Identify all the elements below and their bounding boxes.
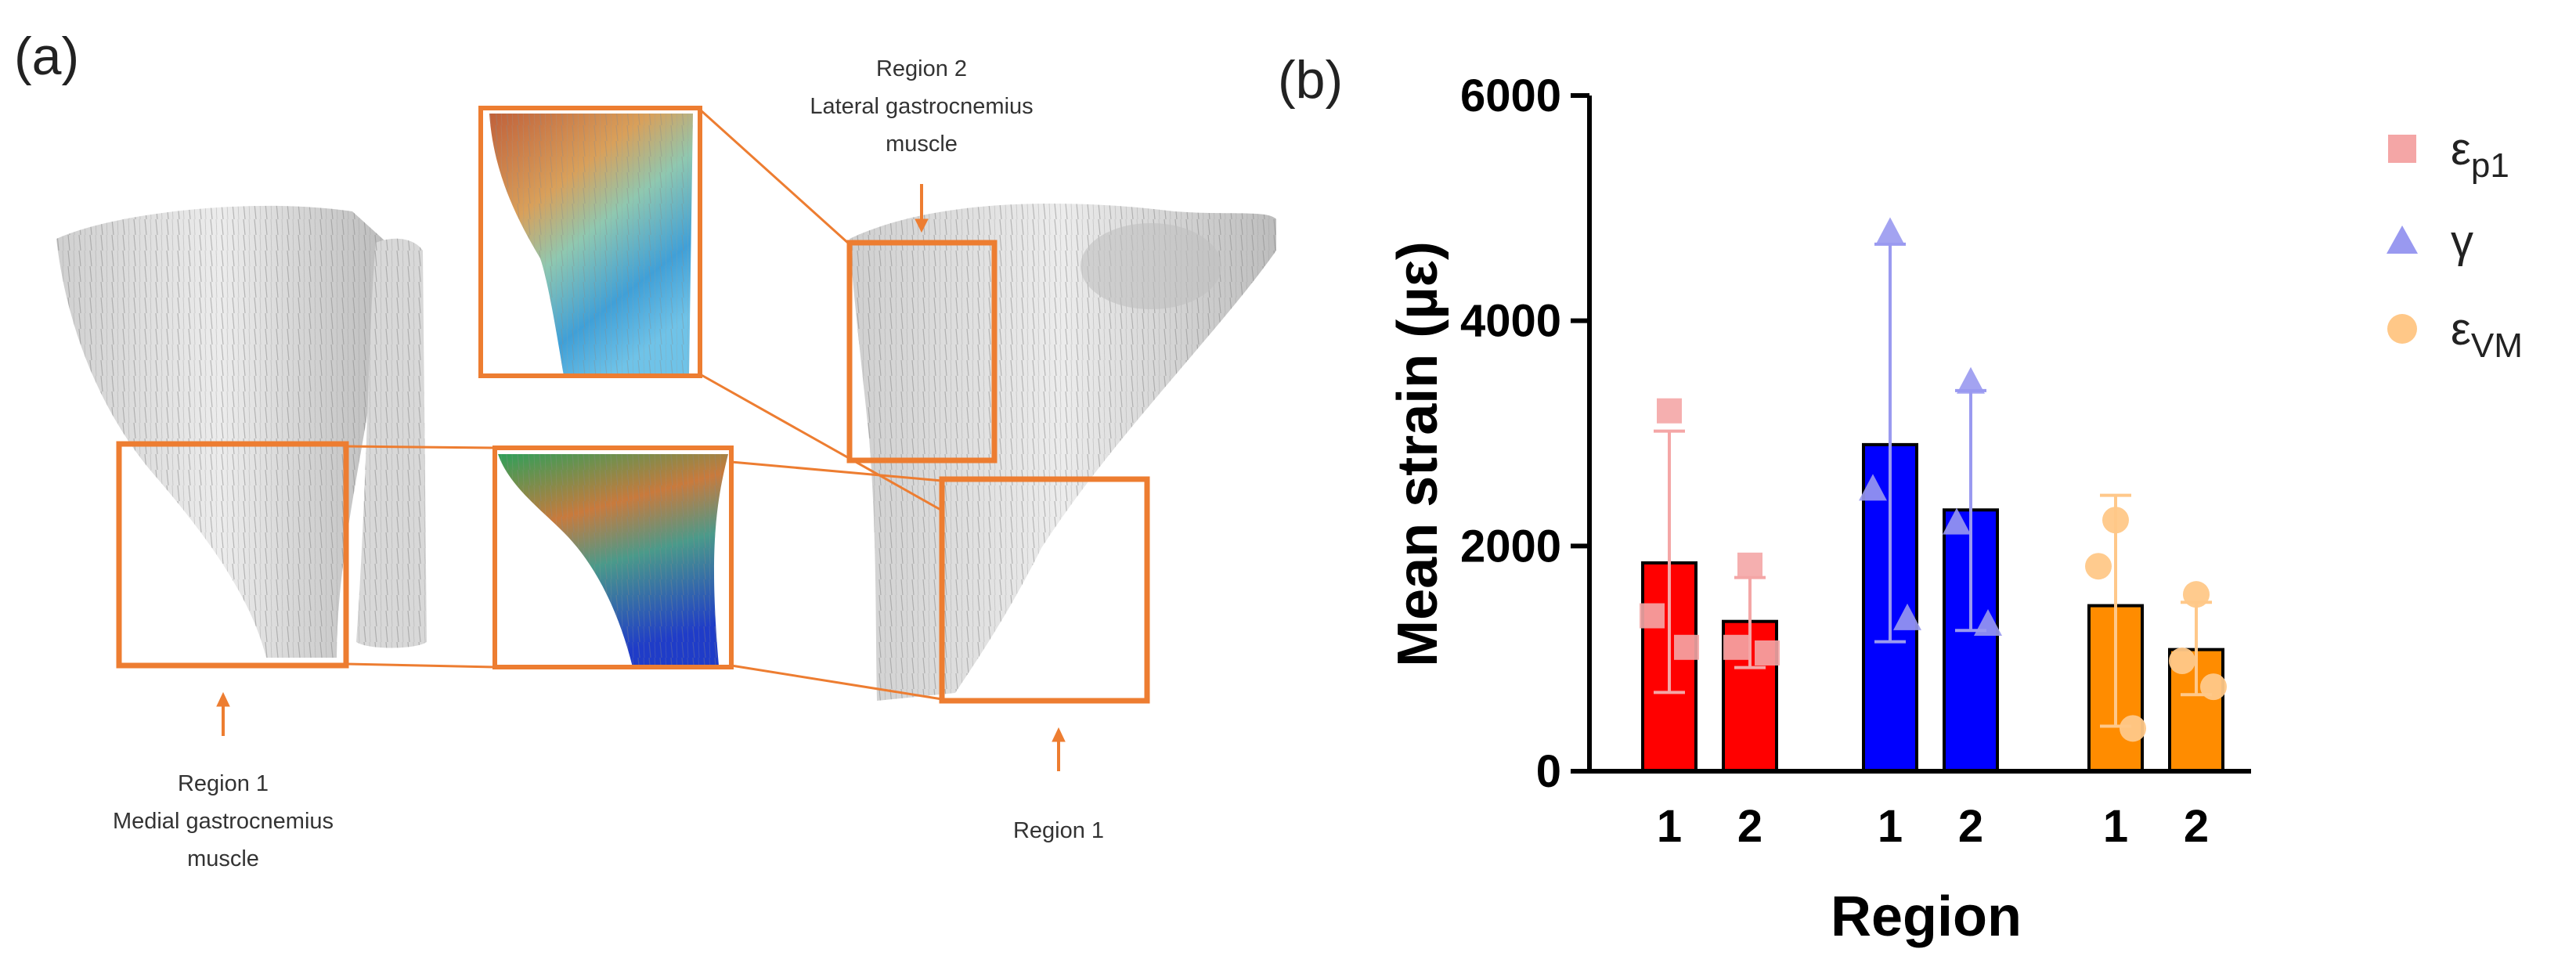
region-arrows [216, 184, 1066, 771]
connector [731, 460, 943, 482]
left-muscle-render [56, 205, 427, 658]
region-labels: Region 2 Lateral gastrocnemius muscle Re… [113, 56, 1104, 871]
box-inset-middle [492, 446, 734, 669]
connector [698, 108, 851, 246]
label-region1-left-line3: muscle [187, 846, 259, 871]
point-ep1 [1674, 634, 1699, 660]
point-evm [2120, 715, 2146, 742]
label-region1-left-line2: Medial gastrocnemius [113, 809, 334, 834]
label-region2-line1: Region 2 [876, 56, 967, 81]
point-ep1 [1723, 634, 1748, 660]
point-evm [2085, 553, 2112, 580]
panel-b-label: (b) [1278, 50, 1343, 110]
box-inset-top [478, 106, 702, 378]
x-tick-label: 1 [2103, 801, 2128, 852]
point-evm [2183, 581, 2210, 608]
x-tick-label: 1 [1878, 801, 1903, 852]
y-tick-label: 0 [1536, 746, 1561, 797]
connector [345, 662, 496, 669]
y-axis-title: Mean strain (µε) [1387, 241, 1449, 667]
point-evm [2102, 507, 2129, 534]
legend-marker-evm [2387, 314, 2417, 344]
x-tick-label: 2 [1737, 801, 1762, 852]
strain-map-inset-top [481, 108, 700, 376]
strain-map-inset-middle [495, 448, 731, 667]
point-gamma [1876, 217, 1904, 244]
x-axis-title: Region [1831, 886, 2022, 948]
y-tick-label: 2000 [1460, 521, 1561, 572]
point-evm [2200, 673, 2227, 701]
y-tick-label: 6000 [1460, 70, 1561, 121]
region-boxes [116, 106, 1150, 704]
legend-label-gamma: γ [2451, 216, 2473, 267]
connector [731, 664, 943, 701]
point-gamma [1957, 366, 1985, 394]
point-ep1 [1755, 640, 1780, 666]
panel-a-label: (a) [14, 27, 79, 86]
x-tick-label: 2 [2184, 801, 2209, 852]
y-tick-label: 4000 [1460, 296, 1561, 347]
point-evm [2169, 648, 2195, 675]
label-region1-right: Region 1 [1013, 818, 1104, 843]
box-region1-right [939, 476, 1150, 704]
legend-label-evm: εVM [2451, 304, 2523, 365]
label-region2-line2: Lateral gastrocnemius [810, 94, 1033, 119]
x-tick-label: 1 [1657, 801, 1682, 852]
legend-marker-gamma [2387, 225, 2418, 254]
legend-marker-ep1 [2388, 135, 2416, 163]
point-gamma [1893, 603, 1921, 630]
label-region2-line3: muscle [886, 132, 958, 157]
point-ep1 [1640, 603, 1665, 629]
connector [699, 373, 943, 512]
point-gamma [1859, 474, 1887, 501]
bar-chart: Mean strain (µε) Region 0 2000 4000 6000 1 2 1… [1387, 70, 2523, 948]
legend-label-ep1: εp1 [2451, 124, 2509, 185]
point-ep1 [1737, 552, 1762, 578]
point-gamma [1943, 507, 1971, 535]
box-region1-left [116, 441, 349, 669]
box-region2 [846, 240, 998, 464]
x-tick-label: 2 [1958, 801, 1983, 852]
connector [345, 445, 496, 449]
label-region1-left-line1: Region 1 [178, 771, 269, 796]
right-muscle-render [850, 203, 1276, 702]
point-ep1 [1657, 398, 1682, 424]
point-gamma [1974, 609, 2002, 637]
